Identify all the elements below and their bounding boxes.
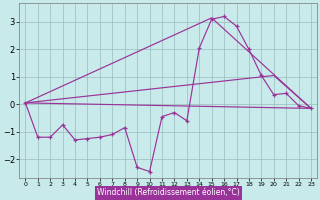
X-axis label: Windchill (Refroidissement éolien,°C): Windchill (Refroidissement éolien,°C): [97, 188, 240, 197]
